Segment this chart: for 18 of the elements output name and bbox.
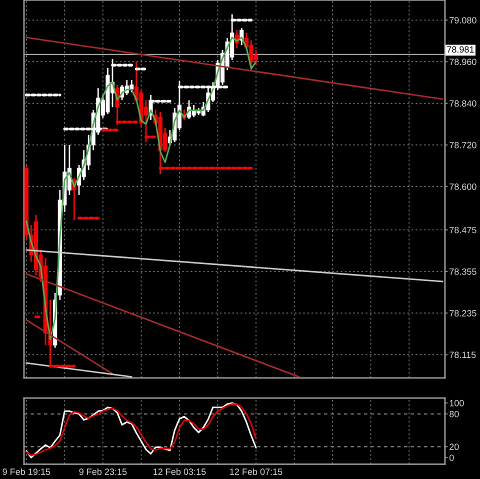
y-tick-label: 78.115 bbox=[450, 352, 476, 358]
y-tick-label: 78.960 bbox=[450, 58, 476, 66]
y-tick-label: 80 bbox=[450, 410, 459, 418]
y-tick-label: 78.235 bbox=[450, 310, 476, 316]
y-tick-label: 20 bbox=[450, 444, 459, 450]
x-tick-label: 9 Feb 23:15 bbox=[79, 468, 127, 475]
y-tick-label: 78.475 bbox=[450, 226, 476, 234]
y-tick-label: 78.720 bbox=[450, 142, 476, 148]
ref-line-label: 78.981 bbox=[447, 46, 474, 53]
y-tick-label: 0 bbox=[449, 454, 454, 461]
y-tick-label: 78.840 bbox=[450, 100, 476, 107]
y-tick-label: 100 bbox=[450, 400, 464, 406]
x-tick-label: 12 Feb 03:15 bbox=[154, 468, 206, 475]
y-tick-label: 78.355 bbox=[450, 268, 476, 275]
y-tick-label: 78.600 bbox=[450, 184, 476, 190]
x-tick-label: 9 Feb 19:15 bbox=[2, 468, 50, 475]
x-tick-label: 12 Feb 07:15 bbox=[230, 468, 282, 475]
y-tick-label: 79.080 bbox=[450, 17, 476, 24]
